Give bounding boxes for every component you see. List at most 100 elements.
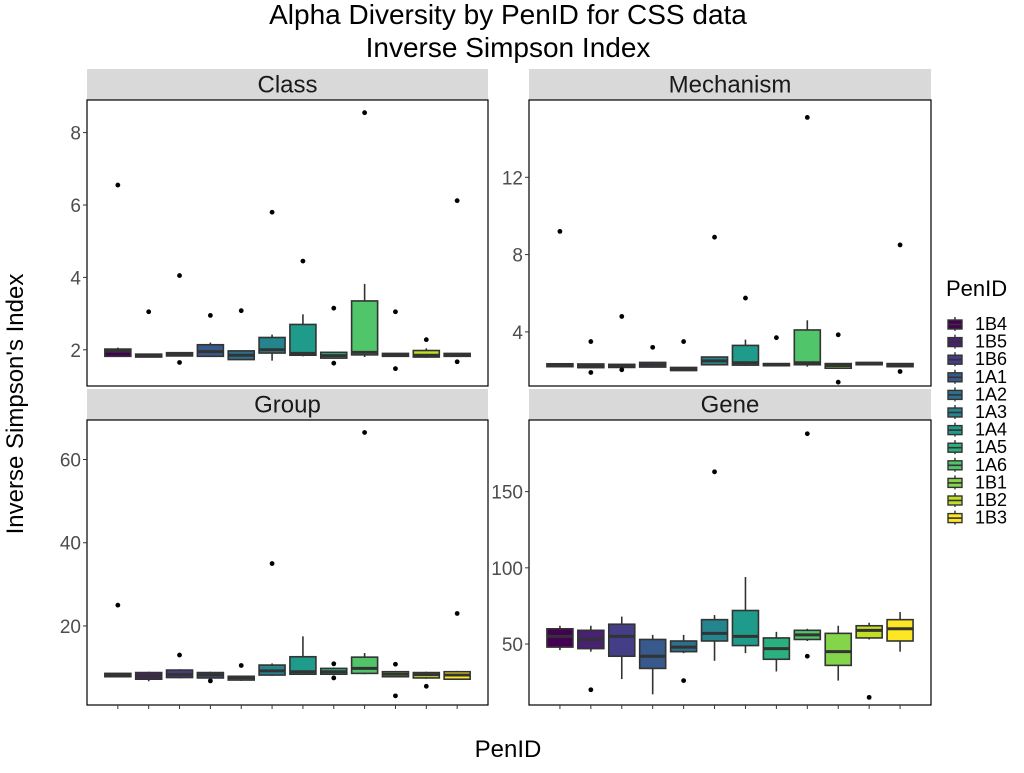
outlier-point (423, 683, 429, 689)
legend-item-1A1: 1A1 (947, 367, 1007, 387)
box-class-1A4 (289, 258, 317, 357)
outlier-point (835, 332, 841, 338)
box-group-1A4 (289, 636, 317, 676)
outlier-point (454, 611, 460, 616)
legend-item-1B6: 1B6 (947, 349, 1007, 369)
outlier-point (177, 360, 182, 365)
box-class-1A6 (350, 110, 379, 358)
box-class-1A5 (319, 305, 348, 366)
y-tick-label: 4 (512, 323, 523, 344)
panel-border-class (86, 99, 489, 387)
outlier-point (238, 308, 244, 314)
strip-mechanism (529, 69, 931, 100)
box-iqr (731, 609, 760, 647)
y-tick-label: 8 (70, 124, 81, 145)
panel-border-gene (528, 419, 932, 706)
outlier-point (331, 661, 337, 667)
legend-item-1A5: 1A5 (947, 437, 1007, 457)
outlier-point (804, 431, 810, 437)
outlier-point (588, 339, 594, 344)
box-iqr (607, 623, 636, 658)
panel-border-mechanism (528, 99, 932, 387)
outlier-point (300, 258, 306, 264)
outlier-point (393, 366, 398, 372)
outlier-point (619, 367, 625, 373)
box-group-1B5 (134, 671, 163, 682)
outlier-point (146, 309, 152, 315)
outlier-point (804, 114, 810, 120)
outlier-point (835, 379, 841, 385)
box-gene-1B5 (577, 625, 605, 693)
legend-label-1B5: 1B5 (975, 332, 1007, 352)
box-mechanism-1A2 (669, 339, 698, 372)
box-mechanism-1B4 (546, 229, 574, 368)
outlier-point (269, 209, 275, 215)
box-mechanism-1A1 (638, 344, 667, 368)
chart-title-line2: Inverse Simpson Index (366, 32, 651, 63)
outlier-point (362, 110, 368, 116)
outlier-point (454, 359, 460, 365)
box-group-1B3 (443, 611, 471, 681)
legend: PenID 1B41B51B61A11A21A31A41A51A61B11B21… (946, 276, 1007, 528)
y-axis-label: Inverse Simpson's Index (2, 274, 29, 535)
strip-group (87, 389, 488, 420)
outlier-point (557, 229, 563, 234)
legend-item-1B4: 1B4 (947, 314, 1007, 334)
box-gene-1B2 (855, 622, 883, 700)
outlier-point (207, 678, 213, 684)
box-gene-1A1 (638, 634, 667, 695)
box-gene-1A2 (669, 634, 698, 684)
strip-label-mechanism: Mechanism (669, 72, 792, 99)
box-iqr (546, 627, 574, 648)
outlier-point (393, 309, 398, 315)
outlier-point (115, 602, 121, 608)
legend-item-1A6: 1A6 (947, 455, 1007, 475)
box-mechanism-1B6 (607, 314, 636, 373)
outlier-point (712, 234, 717, 240)
legend-title: PenID (946, 276, 1007, 301)
box-iqr (289, 655, 317, 676)
y-tick-label: 60 (60, 451, 81, 472)
box-gene-1B1 (824, 625, 853, 681)
box-mechanism-1A5 (762, 335, 791, 367)
outlier-point (588, 687, 594, 693)
legend-label-1A6: 1A6 (975, 455, 1007, 475)
box-iqr (350, 656, 379, 675)
outlier-point (331, 360, 337, 366)
panel-border-group (86, 419, 489, 706)
box-gene-1A5 (762, 631, 791, 672)
y-tick-label: 50 (502, 635, 523, 656)
y-tick-label: 4 (70, 268, 81, 289)
panel-mechanism: Mechanism 4 8 12 (502, 69, 932, 387)
panel-class: Class 2 4 6 8 (70, 69, 489, 387)
box-iqr (289, 323, 317, 357)
panel-gene: Gene 50 100 150 (491, 389, 932, 709)
outlier-point (238, 663, 244, 668)
y-tick-label: 20 (60, 617, 81, 638)
box-group-1A2 (227, 663, 256, 681)
box-mechanism-1A3 (700, 234, 729, 366)
box-gene-1A4 (731, 576, 760, 654)
legend-label-1B2: 1B2 (975, 490, 1007, 510)
legend-item-1B1: 1B1 (947, 472, 1007, 492)
box-group-1B2 (412, 671, 441, 689)
legend-label-1B4: 1B4 (975, 314, 1007, 334)
chart-title-line1: Alpha Diversity by PenID for CSS data (269, 0, 747, 30)
box-group-1B4 (104, 602, 132, 678)
box-class-1B6 (165, 273, 194, 365)
box-iqr (824, 632, 853, 667)
strip-gene (529, 389, 931, 420)
legend-item-1A2: 1A2 (947, 384, 1007, 404)
box-gene-1B4 (546, 625, 574, 651)
outlier-point (804, 653, 810, 659)
outlier-point (681, 678, 687, 684)
strip-label-class: Class (257, 72, 317, 99)
outlier-point (207, 313, 213, 318)
strip-label-gene: Gene (701, 392, 760, 419)
box-mechanism-1B5 (577, 339, 605, 375)
box-mechanism-1B1 (824, 332, 853, 385)
outlier-point (712, 469, 717, 475)
legend-item-1B2: 1B2 (947, 490, 1007, 510)
legend-label-1B6: 1B6 (975, 349, 1007, 369)
